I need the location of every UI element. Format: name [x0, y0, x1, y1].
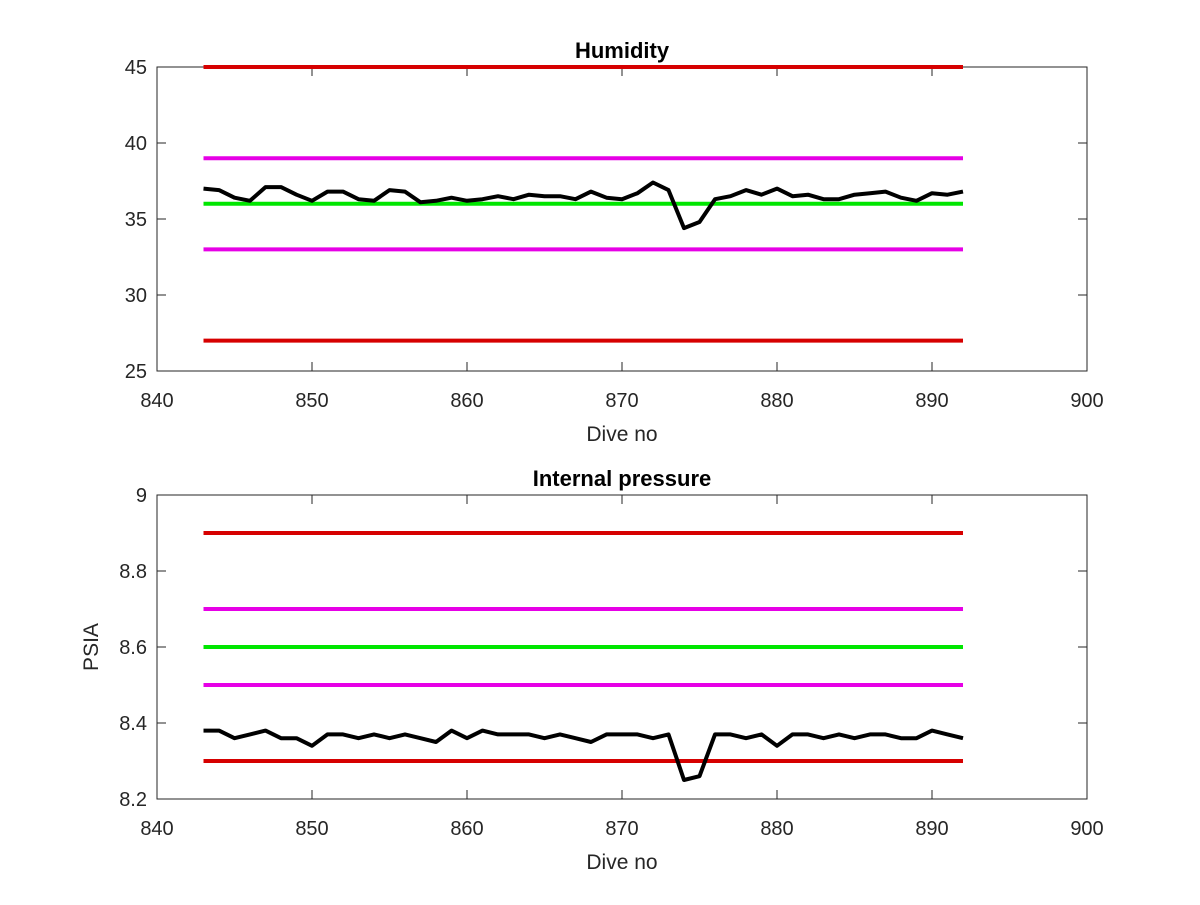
y-tick-label: 25: [125, 361, 147, 383]
series-line-6: [203, 180, 964, 231]
series-line-6: [203, 728, 964, 782]
x-tick-label: 860: [450, 390, 483, 412]
x-tick-label: 840: [140, 390, 173, 412]
y-tick-label: 8.6: [119, 637, 147, 659]
x-tick-label: 900: [1070, 818, 1103, 840]
subplot-1: 840 850 860 870 880 890 900 25 30 35 40 45 Humidity D…: [125, 38, 1104, 446]
y-tick-label: 30: [125, 285, 147, 307]
chart-title: Internal pressure: [533, 466, 712, 491]
x-axis-label: Dive no: [586, 851, 657, 874]
y-tick-label: 8.4: [119, 713, 147, 735]
x-tick-label: 880: [760, 390, 793, 412]
x-tick-label: 870: [605, 390, 638, 412]
x-tick-label: 850: [295, 390, 328, 412]
x-tick-label: 890: [915, 390, 948, 412]
y-tick-label: 9: [136, 485, 147, 507]
x-tick-label: 900: [1070, 390, 1103, 412]
x-tick-label: 840: [140, 818, 173, 840]
subplot-2: 840 850 860 870 880 890 900 8.2 8.4 8.6 8.8 9 Intern…: [80, 466, 1104, 874]
chart-title: Humidity: [575, 38, 670, 63]
y-tick-label: 45: [125, 57, 147, 79]
x-axis-label: Dive no: [586, 423, 657, 446]
axes-box: [156, 66, 1088, 372]
y-axis-label: PSIA: [80, 623, 103, 671]
x-tick-label: 880: [760, 818, 793, 840]
y-tick-label: 8.8: [119, 561, 147, 583]
y-tick-label: 35: [125, 209, 147, 231]
y-tick-label: 8.2: [119, 789, 147, 811]
x-tick-label: 870: [605, 818, 638, 840]
x-tick-label: 850: [295, 818, 328, 840]
x-tick-label: 860: [450, 818, 483, 840]
y-tick-label: 40: [125, 133, 147, 155]
x-tick-label: 890: [915, 818, 948, 840]
